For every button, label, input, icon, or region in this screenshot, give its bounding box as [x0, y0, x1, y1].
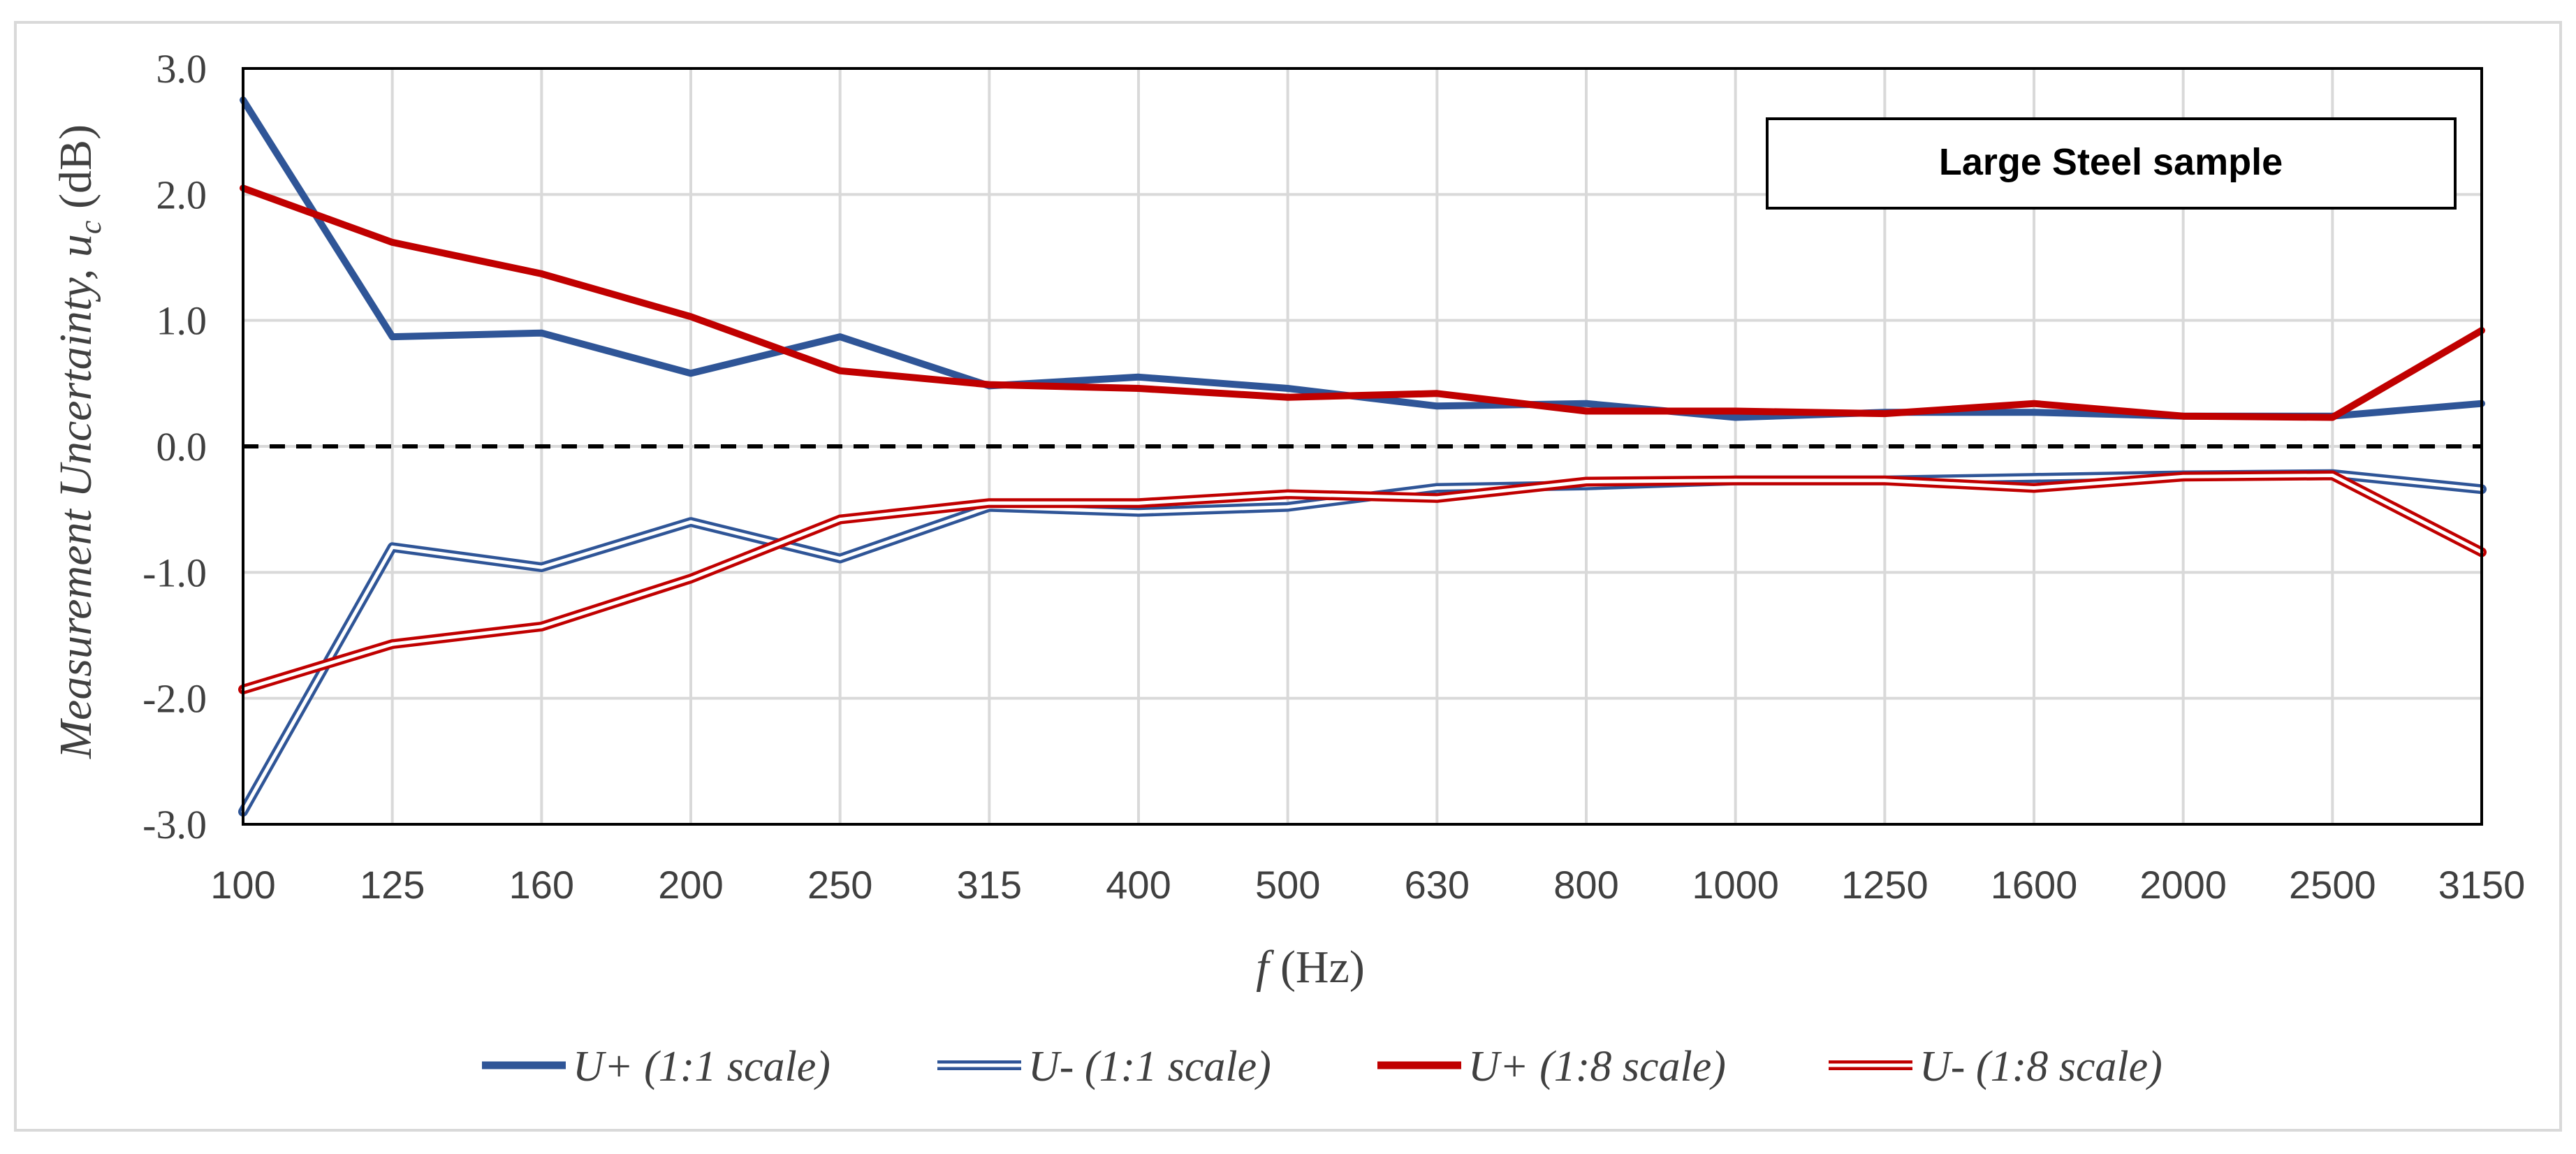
legend-item: U- (1:1 scale) [937, 1043, 1271, 1090]
x-tick-label: 160 [509, 863, 574, 907]
y-tick-label: -2.0 [142, 676, 207, 722]
legend-label: U+ (1:8 scale) [1468, 1043, 1726, 1090]
legend-label: U- (1:1 scale) [1028, 1043, 1271, 1090]
x-tick-label: 3150 [2438, 863, 2526, 907]
x-tick-label: 400 [1106, 863, 1171, 907]
x-axis-ticks: 100 125 160 200 250 315 400 500 630 800 1000 1250 16… [210, 863, 2525, 907]
y-tick-label: -3.0 [142, 802, 207, 847]
legend-label: U- (1:8 scale) [1919, 1043, 2162, 1090]
y-tick-label: 0.0 [156, 424, 207, 469]
x-tick-label: 100 [210, 863, 275, 907]
x-tick-label: 2000 [2139, 863, 2227, 907]
x-tick-label: 250 [807, 863, 872, 907]
x-tick-label: 1000 [1692, 863, 1779, 907]
x-tick-label: 200 [658, 863, 723, 907]
x-tick-label: 630 [1405, 863, 1470, 907]
series-line-4 [238, 470, 2487, 694]
legend-label: U+ (1:1 scale) [573, 1043, 830, 1090]
legend-item: U+ (1:1 scale) [482, 1043, 830, 1090]
legend-item: U+ (1:8 scale) [1377, 1043, 1726, 1090]
y-tick-label: 1.0 [156, 298, 207, 344]
legend: U+ (1:1 scale) U- (1:1 scale) U+ (1:8 scal… [482, 1043, 2162, 1090]
y-axis-ticks: 3.0 2.0 1.0 0.0 -1.0 -2.0 -3.0 [142, 46, 207, 847]
x-tick-label: 800 [1553, 863, 1618, 907]
x-tick-label: 1600 [1991, 863, 2078, 907]
x-tick-label: 125 [360, 863, 425, 907]
annotation-text: Large Steel sample [1939, 141, 2283, 183]
y-axis-title: Measurement Uncertainty, uc (dB) [50, 124, 108, 759]
x-axis-title: f (Hz) [1256, 942, 1365, 993]
x-tick-label: 315 [957, 863, 1022, 907]
plot-area-border [242, 67, 2483, 826]
series-line-3 [240, 184, 2485, 421]
y-tick-label: -1.0 [142, 550, 207, 595]
x-tick-label: 500 [1255, 863, 1320, 907]
legend-item: U- (1:8 scale) [1829, 1043, 2162, 1090]
y-tick-label: 2.0 [156, 172, 207, 217]
annotation-box: Large Steel sample [1766, 117, 2457, 210]
series [238, 96, 2487, 817]
x-tick-label: 1250 [1841, 863, 1929, 907]
x-tick-label: 2500 [2289, 863, 2376, 907]
y-tick-label: 3.0 [156, 46, 207, 92]
